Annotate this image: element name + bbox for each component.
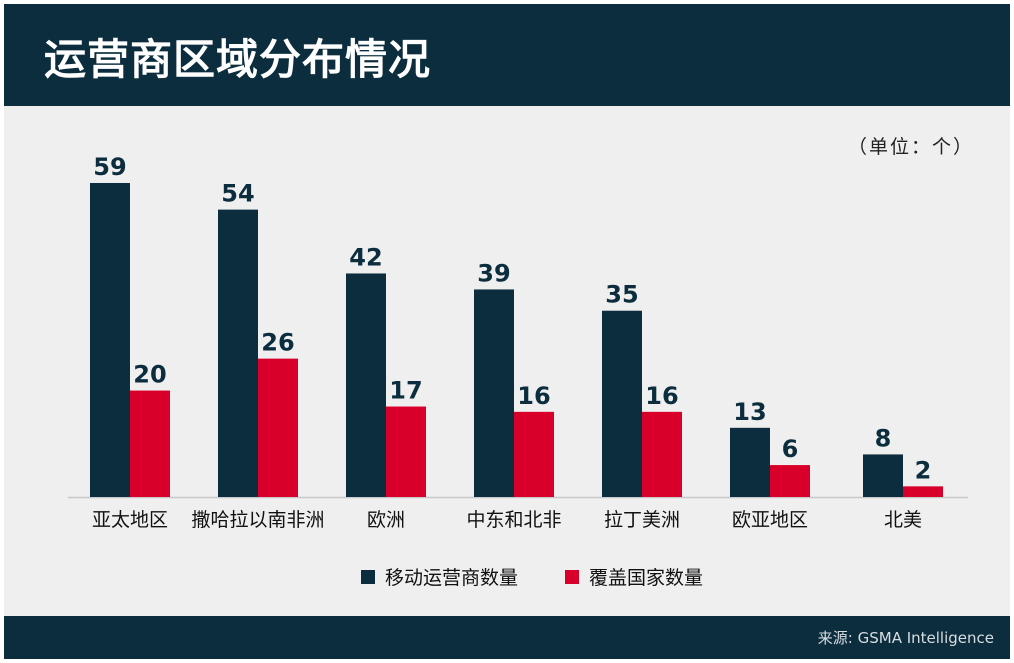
legend-swatch [361, 570, 375, 584]
header-bar: 运营商区域分布情况 [4, 4, 1010, 106]
data-label: 54 [221, 180, 254, 208]
data-label: 16 [517, 382, 550, 410]
x-tick-label: 撒哈拉以南非洲 [191, 509, 324, 531]
data-label: 42 [349, 243, 382, 271]
x-tick-label: 欧洲 [367, 509, 405, 531]
bar-chart: 5920亚太地区5426撒哈拉以南非洲4217欧洲3916中东和北非3516拉丁… [68, 153, 968, 589]
data-label: 2 [915, 456, 932, 484]
bar-countries [903, 486, 943, 497]
data-label: 8 [875, 424, 892, 452]
bar-countries [386, 406, 426, 497]
data-label: 39 [477, 259, 510, 287]
data-label: 13 [733, 398, 766, 426]
bar-operators [474, 289, 514, 497]
bar-countries [514, 411, 554, 497]
bar-operators [730, 427, 770, 497]
data-label: 59 [93, 153, 126, 181]
data-label: 20 [133, 361, 166, 389]
legend-item-operators: 移动运营商数量 [385, 567, 518, 589]
bar-operators [90, 183, 130, 497]
legend-item-countries: 覆盖国家数量 [589, 567, 703, 589]
x-tick-label: 欧亚地区 [732, 509, 808, 531]
bar-operators [346, 273, 386, 497]
bar-countries [130, 390, 170, 497]
bar-operators [863, 454, 903, 497]
bar-countries [258, 358, 298, 497]
data-label: 6 [782, 435, 799, 463]
data-label: 35 [605, 281, 638, 309]
x-tick-label: 北美 [884, 509, 922, 531]
footer-bar: 来源: GSMA Intelligence [4, 616, 1010, 659]
x-tick-label: 中东和北非 [466, 509, 561, 531]
bar-operators [602, 310, 642, 497]
x-tick-label: 亚太地区 [92, 509, 168, 531]
chart-card: 运营商区域分布情况 （单位：个） 59 20 亚太地区 54 26 撒哈拉以南非洲 42 17… [4, 4, 1010, 659]
data-label: 17 [389, 377, 422, 405]
data-label: 26 [261, 329, 294, 357]
source-note: 来源: GSMA Intelligence [817, 629, 994, 647]
chart-title: 运营商区域分布情况 [44, 35, 432, 84]
unit-note: （单位：个） [847, 136, 974, 158]
legend-swatch [565, 570, 579, 584]
x-tick-label: 拉丁美洲 [604, 509, 680, 531]
bar-operators [218, 209, 258, 497]
data-label: 16 [645, 382, 678, 410]
bar-countries [642, 411, 682, 497]
bar-countries [770, 465, 810, 497]
